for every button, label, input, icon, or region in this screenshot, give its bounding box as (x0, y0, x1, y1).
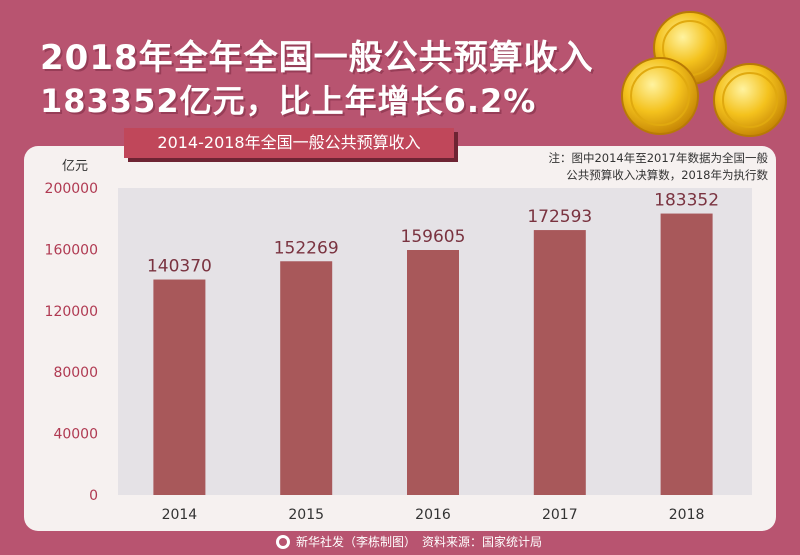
bar-2015 (280, 261, 333, 495)
x-tick-label-2016: 2016 (415, 507, 451, 523)
data-label-2016: 159605 (401, 227, 466, 247)
headline-line1: 2018年全年全国一般公共预算收入 (40, 38, 594, 78)
x-tick-label-2015: 2015 (288, 507, 324, 523)
footer-credit: 新华社发（李栋制图） (296, 535, 417, 549)
headline-line2: 183352亿元，比上年增长6.2% (40, 82, 537, 120)
x-tick-label-2014: 2014 (162, 507, 198, 523)
data-label-2018: 183352 (654, 191, 719, 211)
chart-note-line2: 公共预算收入决算数，2018年为执行数 (566, 168, 768, 182)
data-label-2015: 152269 (274, 238, 339, 258)
xinhua-logo-icon (276, 534, 290, 549)
y-tick-label: 200000 (45, 181, 98, 197)
y-tick-label: 120000 (45, 304, 98, 320)
gold-coins-icon (621, 11, 787, 137)
footer-source: 资料来源：国家统计局 (422, 535, 543, 549)
y-tick-label: 40000 (53, 427, 98, 443)
y-tick-label: 0 (89, 488, 98, 504)
chart-title: 2014-2018年全国一般公共预算收入 (124, 128, 454, 158)
chart-note-line1: 注：图中2014年至2017年数据为全国一般 (548, 151, 768, 165)
bar-2014 (153, 279, 206, 495)
bar-2016 (407, 250, 459, 495)
chart-labels: 140370 2014 152269 2015 159605 2016 172593 2017… (147, 191, 719, 523)
x-tick-label-2018: 2018 (669, 507, 705, 523)
chart-note: 注：图中2014年至2017年数据为全国一般 公共预算收入决算数，2018年为执… (500, 150, 768, 184)
bar-2017 (533, 230, 586, 495)
data-label-2017: 172593 (527, 207, 592, 227)
chart-bars (153, 213, 713, 495)
y-tick-label: 160000 (45, 242, 98, 258)
data-label-2014: 140370 (147, 257, 212, 277)
bar-2018 (660, 213, 713, 495)
chart-axes: 0 40000 80000 120000 160000 200000 亿元 (45, 159, 752, 504)
y-axis-label: 亿元 (62, 159, 88, 174)
y-tick-label: 80000 (53, 365, 98, 381)
footer: 新华社发（李栋制图） 资料来源：国家统计局 (276, 533, 542, 550)
x-tick-label-2017: 2017 (542, 507, 578, 523)
